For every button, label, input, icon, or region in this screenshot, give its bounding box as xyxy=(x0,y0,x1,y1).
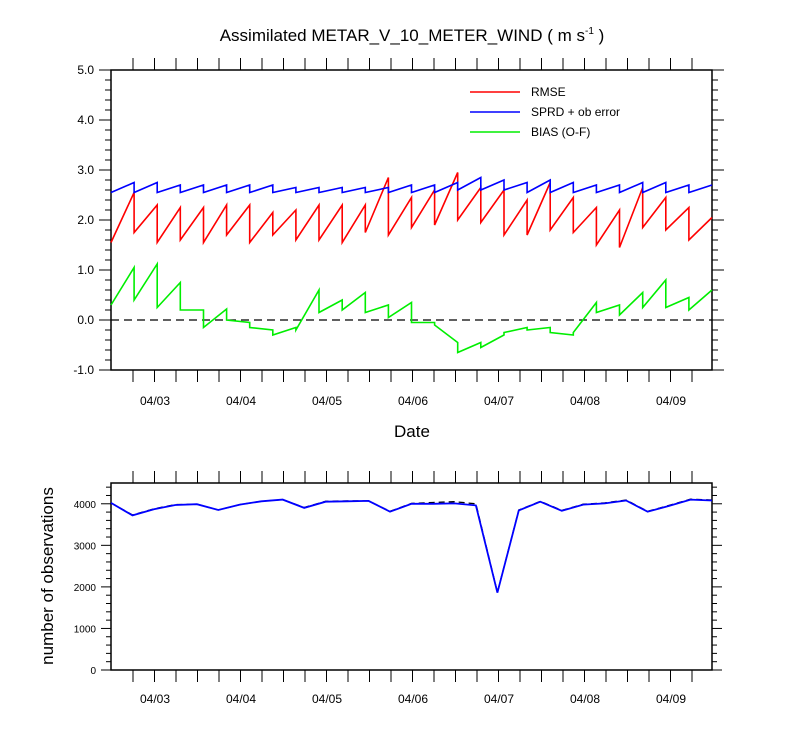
top-y-tick-label: 3.0 xyxy=(77,163,94,177)
rmse-line xyxy=(110,172,713,248)
bias-line xyxy=(110,261,713,354)
legend-label-sprd: SPRD + ob error xyxy=(531,105,620,119)
legend: RMSE SPRD + ob error BIAS (O-F) xyxy=(470,85,620,139)
top-y-tick-label: 5.0 xyxy=(77,63,94,77)
bottom-x-tick-label: 04/08 xyxy=(570,692,600,706)
bottom-y-tick-label: 1000 xyxy=(74,624,97,635)
top-x-tick-label: 04/08 xyxy=(570,394,600,408)
top-y-tick-labels: 5.0 4.0 3.0 2.0 1.0 0.0 -1.0 xyxy=(73,63,94,377)
bottom-plot-frame xyxy=(110,482,713,671)
legend-label-rmse: RMSE xyxy=(531,85,566,99)
top-y-tick-label: 4.0 xyxy=(77,113,94,127)
top-x-tick-label: 04/03 xyxy=(140,394,170,408)
bottom-y-tick-label: 4000 xyxy=(74,500,97,511)
top-tick-marks xyxy=(99,58,724,382)
y-axis-label-observations: number of observations xyxy=(38,487,57,665)
bottom-series-group xyxy=(110,498,713,593)
top-x-tick-labels: 04/03 04/04 04/05 04/06 04/07 04/08 04/09 xyxy=(140,394,686,408)
bottom-x-tick-label: 04/04 xyxy=(226,692,256,706)
error-stats-plot: 5.04.03.02.01.00.0-1.0 04/03 04/04 04/05 04… xyxy=(73,58,724,441)
bottom-y-tick-label: 0 xyxy=(90,666,96,677)
top-y-tick-label: 1.0 xyxy=(77,263,94,277)
bottom-y-tick-labels: 4000 3000 2000 1000 0 xyxy=(74,500,97,677)
bottom-x-tick-label: 04/09 xyxy=(656,692,686,706)
bottom-x-tick-label: 04/05 xyxy=(312,692,342,706)
bottom-x-tick-label: 04/06 xyxy=(398,692,428,706)
top-x-tick-label: 04/05 xyxy=(312,394,342,408)
bottom-y-tick-label: 2000 xyxy=(74,583,97,594)
top-x-tick-label: 04/04 xyxy=(226,394,256,408)
top-x-tick-label: 04/09 xyxy=(656,394,686,408)
top-y-tick-label: -1.0 xyxy=(73,363,94,377)
obs-used-line xyxy=(110,498,713,593)
top-x-tick-label: 04/06 xyxy=(398,394,428,408)
top-series-group xyxy=(110,172,713,354)
top-y-tick-label: 2.0 xyxy=(77,213,94,227)
legend-label-bias: BIAS (O-F) xyxy=(531,125,590,139)
top-y-tick-label: 0.0 xyxy=(77,313,94,327)
bottom-x-tick-label: 04/07 xyxy=(484,692,514,706)
spread-line xyxy=(110,176,713,194)
top-x-tick-label: 04/07 xyxy=(484,394,514,408)
bottom-x-tick-label: 04/03 xyxy=(140,692,170,706)
bottom-tick-marks xyxy=(101,471,722,682)
bottom-y-tick-label: 3000 xyxy=(74,541,97,552)
bottom-x-tick-labels: 04/03 04/04 04/05 04/06 04/07 04/08 04/09 xyxy=(140,692,686,706)
obs-possible-line xyxy=(110,498,713,593)
chart-title: Assimilated METAR_V_10_METER_WIND ( m s-… xyxy=(220,26,605,45)
x-axis-label: Date xyxy=(394,422,430,441)
